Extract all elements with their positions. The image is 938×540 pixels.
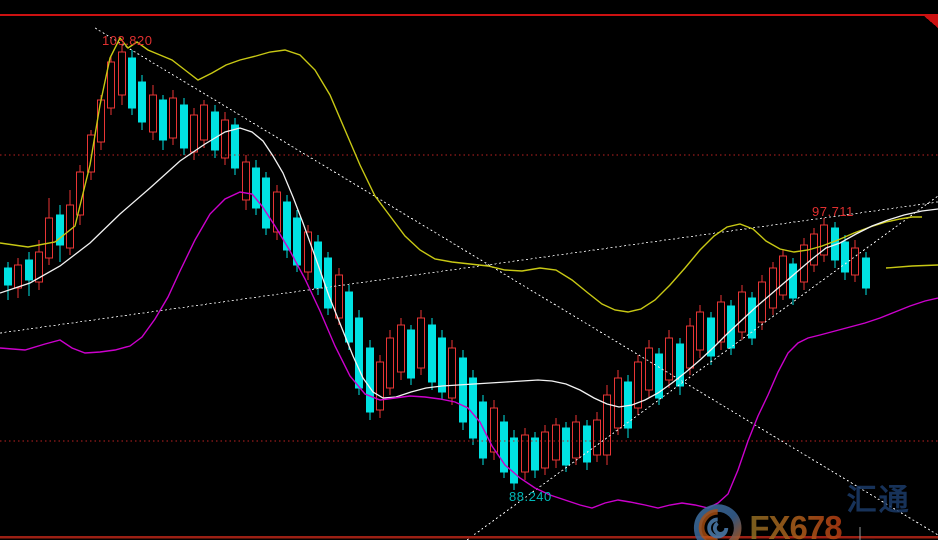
recent-high-price-label: 97.711 — [812, 204, 854, 219]
watermark-brand-text: FX678 — [749, 501, 842, 540]
fx678-logo-icon — [693, 504, 742, 540]
watermark: FX678 汇通网 — [692, 474, 938, 540]
peak-high-price-label: 103.820 — [102, 33, 153, 48]
watermark-chinese-text: 汇通网 — [846, 484, 911, 540]
major-low-price-label: 88.240 — [509, 489, 552, 504]
